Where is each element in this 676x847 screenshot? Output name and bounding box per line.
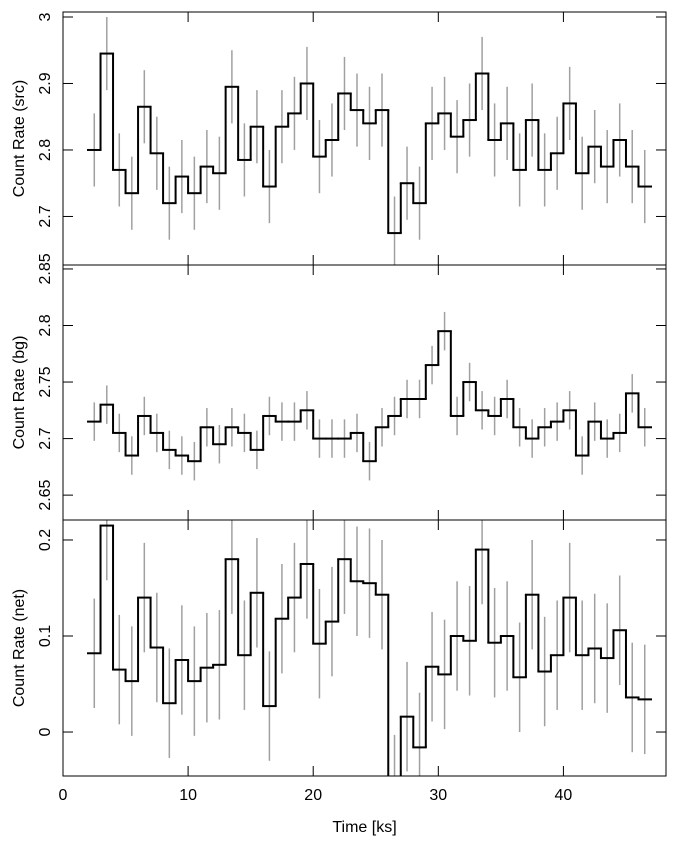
- x-tick-label: 20: [304, 787, 322, 804]
- y-axis-label: Count Rate (bg): [11, 336, 28, 450]
- x-axis-label: Time [ks]: [332, 819, 396, 836]
- y-tick-label: 2.85: [37, 253, 54, 284]
- y-tick-label: 2.8: [37, 314, 54, 336]
- x-tick-label: 30: [429, 787, 447, 804]
- y-tick-label: 2.8: [37, 139, 54, 161]
- y-tick-label: 2.65: [37, 479, 54, 510]
- plot-area: [87, 311, 652, 481]
- plot-frame: [62, 264, 667, 521]
- y-tick-label: 3: [37, 12, 54, 21]
- plot-frame: [62, 519, 667, 777]
- y-axis-label: Count Rate (net): [11, 589, 28, 707]
- plot-area: [87, 16, 652, 265]
- y-tick-label: 0: [37, 727, 54, 736]
- y-tick-label: 2.7: [37, 427, 54, 449]
- y-tick-label: 2.7: [37, 205, 54, 227]
- y-tick-label: 2.75: [37, 366, 54, 397]
- x-tick-label: 10: [179, 787, 197, 804]
- y-tick-label: 0.2: [37, 529, 54, 551]
- x-tick-label: 0: [59, 787, 68, 804]
- plot-area: [87, 520, 652, 776]
- y-tick-label: 0.1: [37, 625, 54, 647]
- x-tick-label: 40: [555, 787, 573, 804]
- y-tick-label: 2.9: [37, 72, 54, 94]
- y-axis-label: Count Rate (src): [11, 80, 28, 197]
